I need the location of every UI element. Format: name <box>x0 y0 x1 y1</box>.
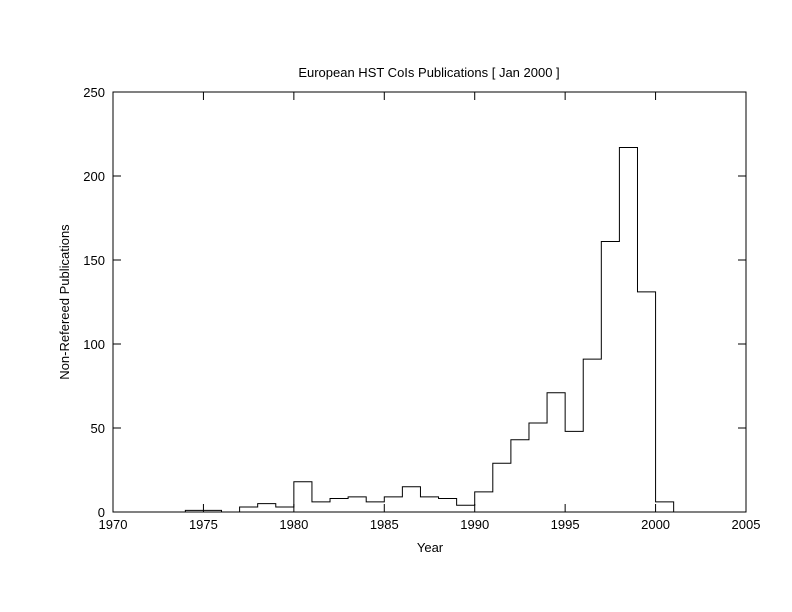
x-tick-label: 1975 <box>189 517 218 532</box>
histogram-series <box>185 147 673 512</box>
histogram-bar <box>276 507 294 512</box>
histogram-bar <box>656 502 674 512</box>
histogram-bar <box>601 242 619 512</box>
y-tick-label: 50 <box>91 421 105 436</box>
x-tick-label: 1985 <box>370 517 399 532</box>
histogram-bar <box>547 393 565 512</box>
y-axis: 0 50 100 150 200 250 <box>83 85 746 520</box>
y-axis-label: Non-Refereed Publications <box>57 224 72 380</box>
histogram-bar <box>619 147 637 512</box>
histogram-bar <box>529 423 547 512</box>
histogram-bar <box>439 499 457 512</box>
y-tick-label: 150 <box>83 253 105 268</box>
histogram-bar <box>402 487 420 512</box>
x-tick-label: 1990 <box>460 517 489 532</box>
x-tick-label: 1995 <box>551 517 580 532</box>
y-tick-label: 0 <box>98 505 105 520</box>
x-axis: 1970 1975 1980 1985 1990 1995 2000 2005 <box>99 92 761 532</box>
histogram-bar <box>258 504 276 512</box>
histogram-bar <box>366 502 384 512</box>
y-tick-label: 100 <box>83 337 105 352</box>
histogram-bar <box>294 482 312 512</box>
histogram-bar <box>240 507 258 512</box>
histogram-bar <box>348 497 366 512</box>
x-tick-label: 1970 <box>99 517 128 532</box>
x-axis-label: Year <box>417 540 444 555</box>
histogram-bar <box>583 359 601 512</box>
x-tick-label: 1980 <box>279 517 308 532</box>
histogram-bar <box>457 505 475 512</box>
histogram-bar <box>420 497 438 512</box>
histogram-bar <box>475 492 493 512</box>
histogram-bar <box>493 463 511 512</box>
histogram-bar <box>312 502 330 512</box>
histogram-bar <box>637 292 655 512</box>
plot-frame <box>112 91 747 513</box>
histogram-bar <box>384 497 402 512</box>
chart-title: European HST CoIs Publications [ Jan 200… <box>298 65 559 80</box>
histogram-bar <box>565 431 583 512</box>
x-tick-label: 2000 <box>641 517 670 532</box>
histogram-bar <box>330 499 348 512</box>
y-tick-label: 200 <box>83 169 105 184</box>
y-tick-label: 250 <box>83 85 105 100</box>
histogram-outline <box>184 146 675 513</box>
x-tick-label: 2005 <box>732 517 761 532</box>
histogram-bar <box>511 440 529 512</box>
